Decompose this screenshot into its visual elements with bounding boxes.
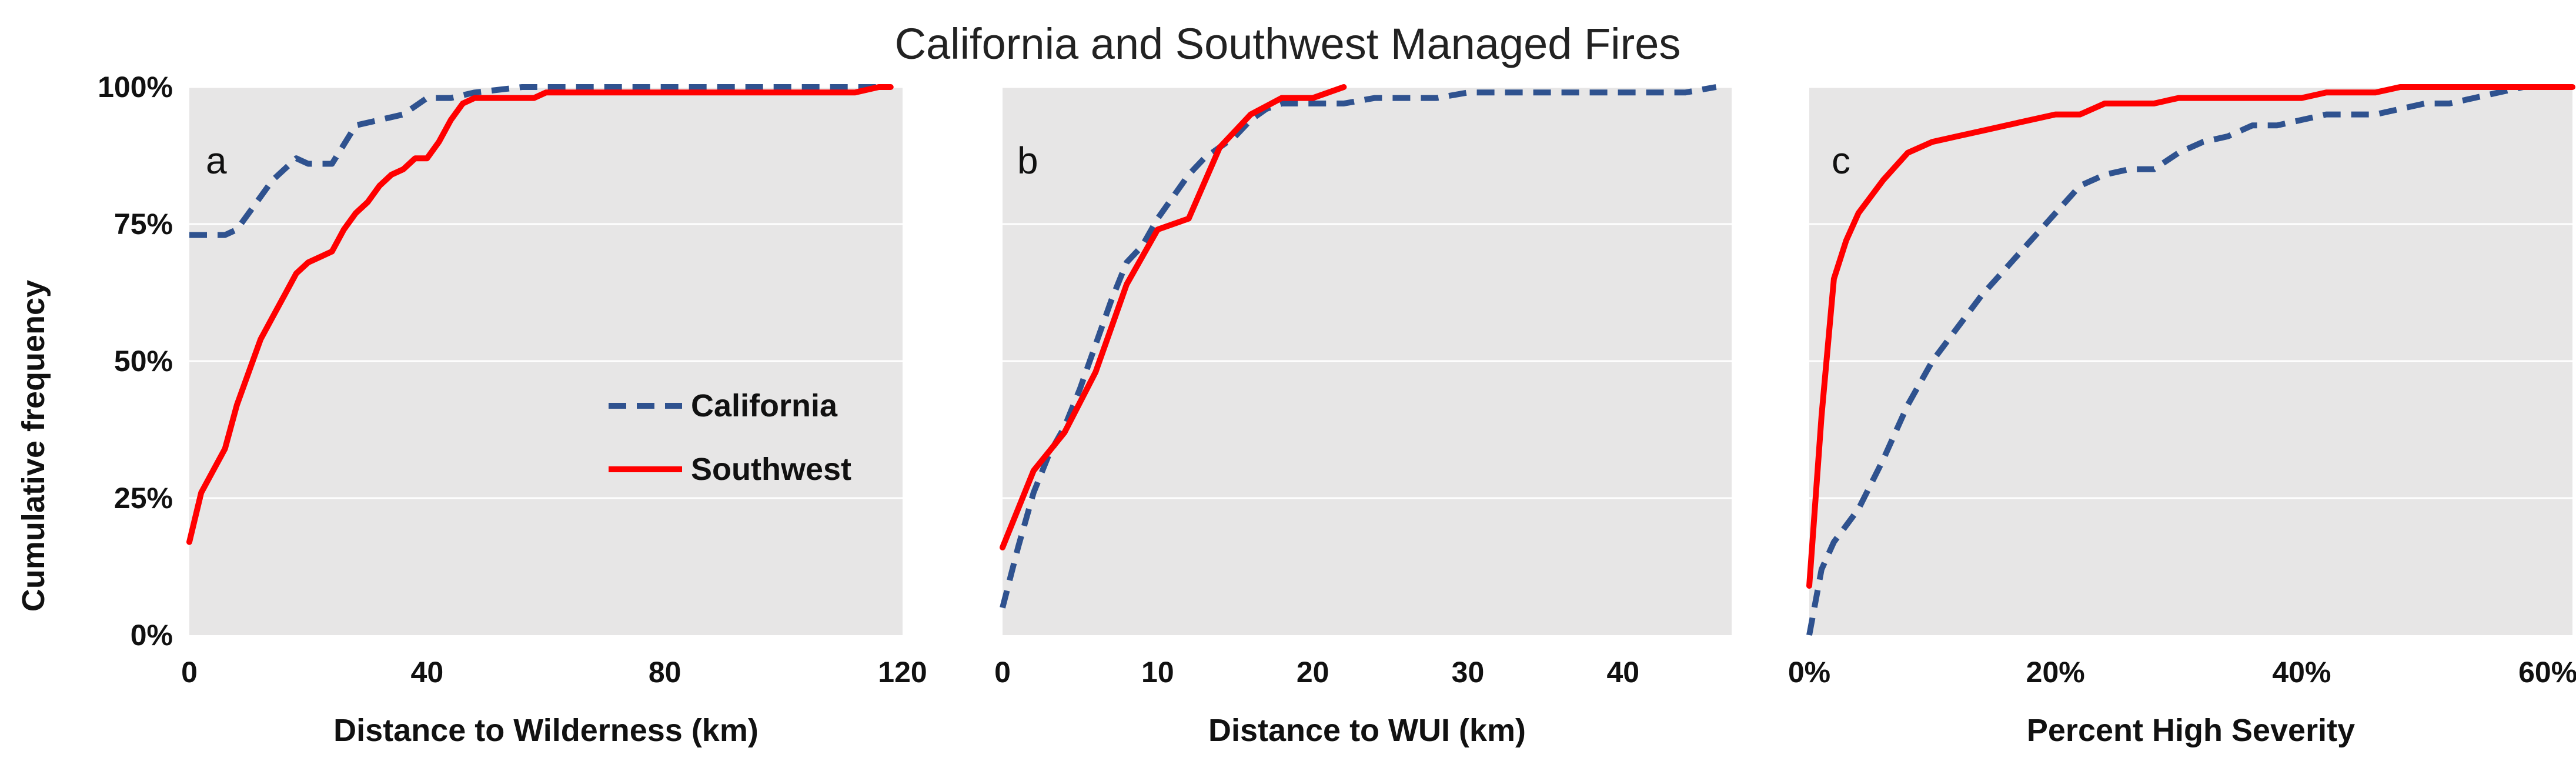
y-tick-label: 75% [114,208,173,241]
x-tick-label: 0% [1788,656,1830,689]
y-tick-label: 50% [114,345,173,378]
panel-a: 0% 25% 50% 75% 100% 0 40 80 120 Distance to Wilde… [98,71,927,748]
series-line-california-b [1000,84,1717,609]
panel-letter-b: b [1017,139,1038,182]
panel-c: 0% 20% 40% 60% Percent High Severity c [1788,84,2576,748]
series-line-southwest-b [1000,84,1347,550]
series-line-california-c [1806,84,2572,636]
x-axis-label-b: Distance to WUI (km) [1208,713,1526,748]
legend-label-southwest: Southwest [691,452,851,487]
x-tick-label: 40 [411,656,444,689]
series-line-southwest-a [186,84,894,545]
y-tick-label: 25% [114,482,173,515]
x-tick-label: 30 [1452,656,1485,689]
panel-letter-c: c [1832,139,1850,182]
series-line-california-a [189,84,891,238]
x-tick-label: 60% [2518,656,2576,689]
x-axis-label-c: Percent High Severity [2027,713,2355,748]
x-tick-label: 20% [2026,656,2085,689]
y-tick-label: 0% [131,619,173,652]
y-axis-label: Cumulative frequency [16,280,51,612]
x-tick-label: 0 [181,656,198,689]
x-tick-label: 80 [649,656,681,689]
y-tick-label: 100% [98,71,173,104]
x-tick-label: 40 [1607,656,1640,689]
x-tick-label: 20 [1297,656,1329,689]
legend: California Southwest [609,388,851,487]
x-tick-label: 120 [878,656,927,689]
x-tick-label: 40% [2272,656,2331,689]
panel-b: 0 10 20 30 40 Distance to WUI (km) b [994,84,1732,748]
chart-title: California and Southwest Managed Fires [895,19,1681,68]
x-axis-label-a: Distance to Wilderness (km) [333,713,759,748]
x-tick-label: 0 [994,656,1011,689]
legend-label-california: California [691,388,838,423]
series-line-southwest-c [1806,84,2575,589]
x-tick-label: 10 [1141,656,1174,689]
panel-letter-a: a [206,139,227,182]
